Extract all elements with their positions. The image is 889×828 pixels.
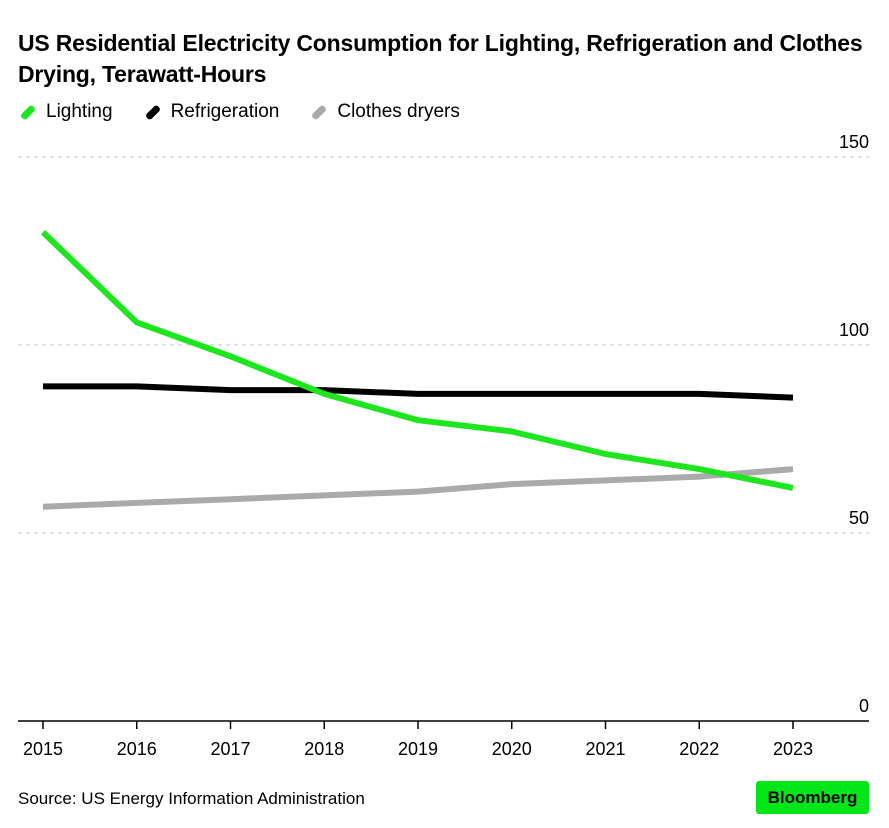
x-tick-label: 2019 [398,739,438,759]
x-tick-label: 2023 [773,739,813,759]
y-tick-label: 50 [849,508,869,528]
x-tick-label: 2022 [679,739,719,759]
legend-label-lighting: Lighting [46,101,113,122]
y-tick-label: 100 [839,320,869,340]
x-tick-label: 2020 [492,739,532,759]
series-line-lighting [40,230,794,491]
x-tick-label: 2017 [210,739,250,759]
source-note: Source: US Energy Information Administra… [18,789,365,808]
y-tick-label: 0 [859,696,869,716]
series-line-refrigeration [43,383,794,401]
x-tick-label: 2016 [117,739,157,759]
series-line-clothes-dryers [42,466,794,510]
x-tick-label: 2018 [304,739,344,759]
legend-item-refrigeration: Refrigeration [143,101,280,123]
x-tick-label: 2021 [585,739,625,759]
bloomberg-logo: Bloomberg [756,781,869,814]
legend-label-refrigeration: Refrigeration [170,101,280,122]
x-tick-label: 2015 [23,739,63,759]
legend-item-lighting: Lighting [18,101,113,123]
chart-title: US Residential Electricity Consumption f… [18,30,863,87]
legend-label-clothes-dryers: Clothes dryers [337,101,460,122]
y-tick-label: 150 [839,132,869,152]
legend-item-clothes-dryers: Clothes dryers [309,101,460,123]
chart-legend: Lighting Refrigeration Clothes dryers [18,101,490,123]
